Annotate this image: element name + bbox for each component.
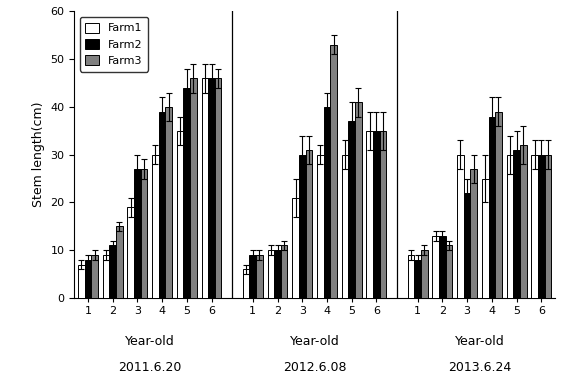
Text: Year-old: Year-old: [455, 335, 505, 348]
Bar: [215, 78, 221, 298]
Bar: [373, 131, 380, 298]
Bar: [159, 112, 165, 298]
Bar: [545, 155, 551, 298]
Bar: [299, 155, 305, 298]
Bar: [103, 255, 109, 298]
Bar: [249, 255, 256, 298]
Bar: [324, 107, 330, 298]
Bar: [256, 255, 263, 298]
Bar: [243, 269, 249, 298]
Bar: [128, 207, 134, 298]
Bar: [414, 260, 421, 298]
Bar: [141, 169, 148, 298]
Bar: [116, 226, 122, 298]
Bar: [330, 45, 337, 298]
Bar: [488, 117, 495, 298]
Bar: [201, 78, 208, 298]
Bar: [470, 169, 477, 298]
Text: 2013.6.24: 2013.6.24: [448, 361, 511, 374]
Bar: [152, 155, 159, 298]
Bar: [341, 155, 348, 298]
Bar: [457, 155, 464, 298]
Bar: [134, 169, 141, 298]
Bar: [520, 145, 526, 298]
Bar: [281, 245, 288, 298]
Bar: [184, 88, 190, 298]
Bar: [367, 131, 373, 298]
Bar: [92, 255, 98, 298]
Bar: [513, 150, 520, 298]
Bar: [531, 155, 538, 298]
Bar: [348, 121, 355, 298]
Bar: [464, 193, 470, 298]
Bar: [408, 255, 414, 298]
Bar: [165, 107, 172, 298]
Bar: [482, 178, 488, 298]
Text: Year-old: Year-old: [290, 335, 339, 348]
Bar: [190, 78, 197, 298]
Bar: [208, 78, 215, 298]
Bar: [177, 131, 184, 298]
Bar: [305, 150, 312, 298]
Bar: [292, 198, 299, 298]
Bar: [109, 245, 116, 298]
Bar: [538, 155, 545, 298]
Y-axis label: Stem length(cm): Stem length(cm): [32, 102, 45, 207]
Bar: [85, 260, 92, 298]
Text: 2012.6.08: 2012.6.08: [283, 361, 347, 374]
Bar: [268, 250, 274, 298]
Bar: [439, 236, 446, 298]
Bar: [274, 250, 281, 298]
Legend: Farm1, Farm2, Farm3: Farm1, Farm2, Farm3: [80, 17, 148, 71]
Bar: [446, 245, 452, 298]
Bar: [432, 236, 439, 298]
Bar: [380, 131, 386, 298]
Bar: [507, 155, 513, 298]
Text: Year-old: Year-old: [125, 335, 174, 348]
Bar: [495, 112, 502, 298]
Bar: [355, 102, 362, 298]
Text: 2011.6.20: 2011.6.20: [118, 361, 181, 374]
Bar: [78, 264, 85, 298]
Bar: [421, 250, 428, 298]
Bar: [317, 155, 324, 298]
